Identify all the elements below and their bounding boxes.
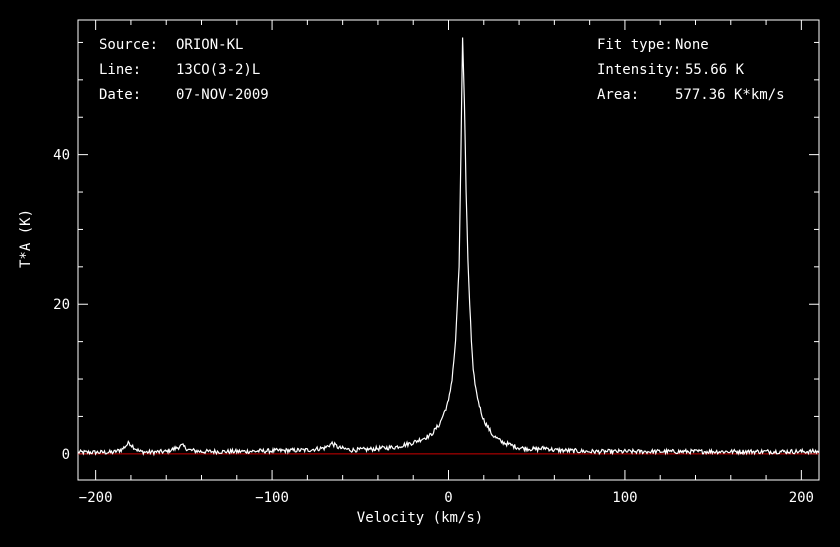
- intensity-label: Intensity:: [597, 62, 682, 78]
- area-label: Area:: [597, 87, 640, 103]
- fit-value: None: [675, 37, 709, 53]
- y-tick-label: 20: [53, 297, 70, 313]
- x-tick-label: −200: [79, 490, 113, 506]
- source-label: Source:: [99, 37, 159, 53]
- fit-label: Fit type:: [597, 37, 673, 53]
- date-label: Date:: [99, 87, 142, 103]
- tick-labels: −200 −100 0 100 200 0 20 40: [53, 148, 814, 506]
- intensity-value: 55.66 K: [685, 62, 745, 78]
- y-axis-label: T*A (K): [18, 208, 34, 268]
- area-value: 577.36 K*km/s: [675, 87, 785, 103]
- x-tick-label: −100: [255, 490, 289, 506]
- x-tick-label: 100: [612, 490, 637, 506]
- x-tick-label: 200: [789, 490, 814, 506]
- source-value: ORION-KL: [176, 37, 244, 53]
- line-value: 13CO(3-2)L: [176, 62, 261, 78]
- line-label: Line:: [99, 62, 142, 78]
- spectrum-line: [77, 37, 820, 457]
- x-axis-label: Velocity (km/s): [356, 510, 484, 526]
- y-tick-label: 0: [62, 447, 70, 463]
- y-tick-label: 40: [53, 148, 70, 164]
- date-value: 07-NOV-2009: [176, 87, 269, 103]
- x-tick-label: 0: [444, 490, 452, 506]
